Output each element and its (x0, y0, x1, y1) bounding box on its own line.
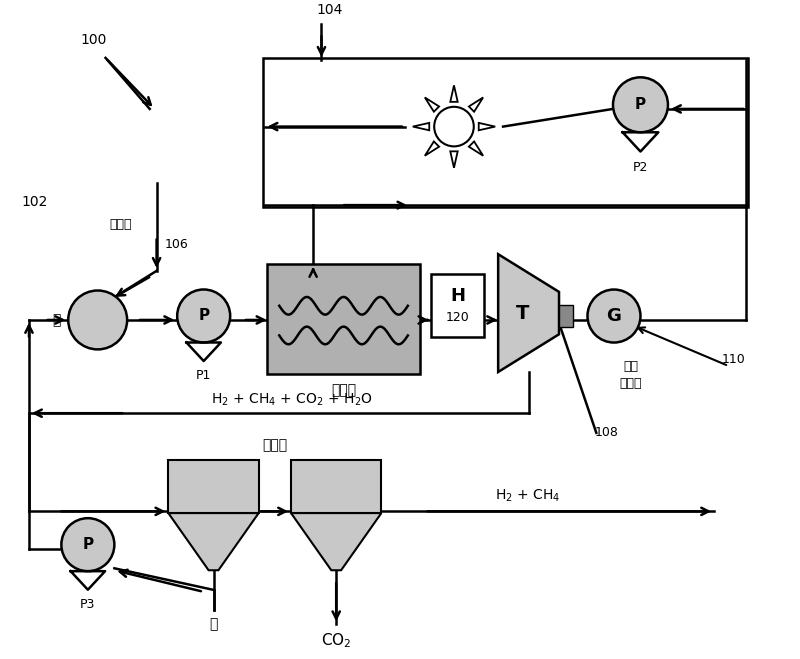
Text: G: G (606, 307, 622, 325)
Circle shape (587, 289, 641, 343)
Text: 发电机: 发电机 (619, 377, 642, 390)
Text: P3: P3 (80, 598, 95, 611)
Text: P1: P1 (196, 370, 211, 382)
Polygon shape (450, 152, 458, 168)
Polygon shape (168, 513, 258, 570)
Text: 110: 110 (722, 353, 746, 366)
Polygon shape (478, 123, 495, 130)
Text: 分离器: 分离器 (262, 439, 288, 453)
Text: P: P (635, 98, 646, 112)
Polygon shape (498, 254, 559, 372)
Polygon shape (425, 142, 439, 156)
Text: 水: 水 (52, 313, 61, 327)
Text: 100: 100 (81, 33, 107, 47)
Polygon shape (469, 142, 483, 156)
Polygon shape (450, 86, 458, 102)
Polygon shape (291, 513, 382, 570)
Text: 120: 120 (446, 311, 470, 324)
Text: 生物质: 生物质 (109, 218, 131, 231)
Text: H$_2$ + CH$_4$: H$_2$ + CH$_4$ (495, 488, 560, 504)
Text: H: H (450, 287, 466, 305)
Polygon shape (469, 98, 483, 112)
Bar (559, 305, 573, 327)
Text: 104: 104 (317, 3, 343, 16)
Text: 102: 102 (22, 195, 48, 209)
Text: P2: P2 (633, 161, 648, 175)
Circle shape (62, 518, 114, 571)
Text: 108: 108 (594, 426, 618, 440)
Text: 水: 水 (210, 617, 218, 631)
Circle shape (434, 107, 474, 146)
Bar (267, 264, 420, 374)
Circle shape (68, 291, 127, 349)
Text: 106: 106 (165, 238, 188, 251)
Text: 涡轮: 涡轮 (623, 360, 638, 372)
Polygon shape (425, 98, 439, 112)
Text: H$_2$ + CH$_4$ + CO$_2$ + H$_2$O: H$_2$ + CH$_4$ + CO$_2$ + H$_2$O (211, 391, 373, 408)
Text: P: P (198, 308, 210, 324)
Bar (262, 58, 749, 207)
Bar (168, 461, 258, 513)
Text: CO$_2$: CO$_2$ (321, 631, 351, 650)
Circle shape (613, 77, 668, 132)
Text: P: P (82, 537, 94, 552)
Circle shape (177, 289, 230, 343)
Text: T: T (516, 304, 529, 323)
Bar (291, 461, 382, 513)
Text: 反应器: 反应器 (331, 384, 356, 397)
Bar (431, 274, 485, 337)
Polygon shape (413, 123, 430, 130)
